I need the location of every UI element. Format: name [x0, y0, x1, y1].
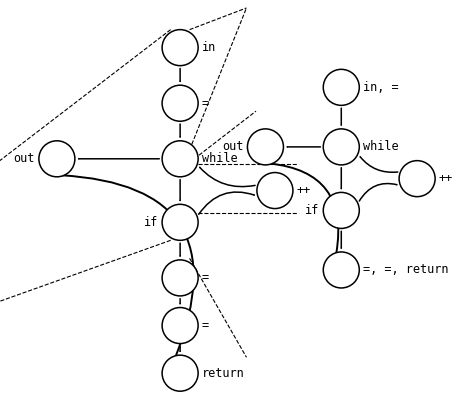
Text: =: =	[202, 272, 209, 284]
Ellipse shape	[162, 355, 198, 391]
Text: in: in	[202, 41, 216, 54]
Text: in, =: in, =	[363, 81, 399, 94]
Ellipse shape	[323, 129, 359, 165]
FancyArrowPatch shape	[270, 164, 338, 253]
FancyArrowPatch shape	[359, 183, 397, 201]
Text: out: out	[14, 152, 35, 165]
FancyArrowPatch shape	[360, 157, 398, 172]
Text: =, =, return: =, =, return	[363, 264, 448, 276]
Text: while: while	[202, 152, 237, 165]
Ellipse shape	[323, 193, 359, 228]
Ellipse shape	[162, 204, 198, 240]
Text: if: if	[305, 204, 319, 217]
Text: if: if	[144, 216, 158, 229]
Ellipse shape	[162, 30, 198, 66]
Ellipse shape	[162, 141, 198, 177]
Ellipse shape	[162, 85, 198, 121]
Ellipse shape	[399, 161, 435, 197]
Ellipse shape	[39, 141, 75, 177]
Ellipse shape	[162, 308, 198, 343]
Text: =: =	[202, 97, 209, 110]
Text: out: out	[222, 141, 244, 153]
FancyArrowPatch shape	[200, 168, 255, 187]
Ellipse shape	[323, 252, 359, 288]
FancyArrowPatch shape	[199, 192, 254, 214]
Text: while: while	[363, 141, 399, 153]
Ellipse shape	[323, 69, 359, 105]
Ellipse shape	[257, 173, 293, 208]
FancyArrowPatch shape	[61, 175, 194, 356]
Text: ++: ++	[439, 172, 453, 185]
Text: ++: ++	[297, 184, 311, 197]
Text: =: =	[202, 319, 209, 332]
Ellipse shape	[162, 260, 198, 296]
Ellipse shape	[247, 129, 283, 165]
Text: return: return	[202, 367, 245, 380]
